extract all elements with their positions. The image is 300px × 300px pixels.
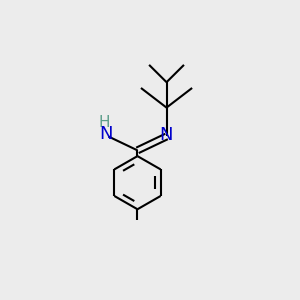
Text: H: H (98, 115, 110, 130)
Text: N: N (99, 125, 113, 143)
Text: N: N (159, 126, 172, 144)
